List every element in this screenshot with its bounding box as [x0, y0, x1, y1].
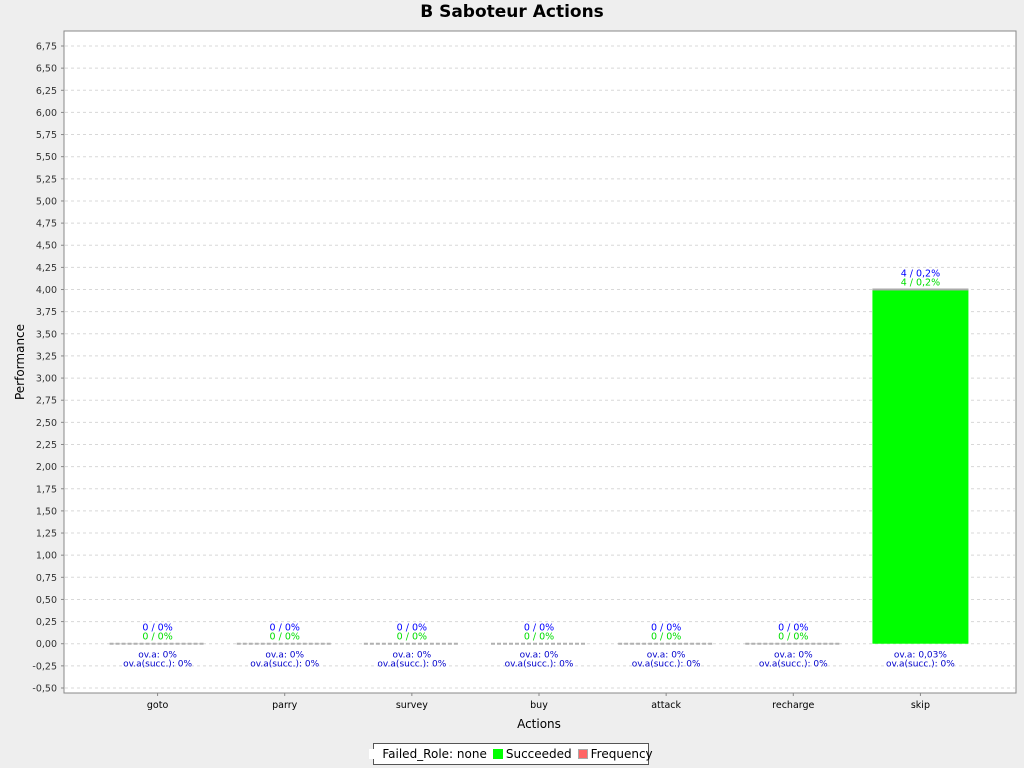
annotation-overall-succ: ov.a(succ.): 0%: [123, 660, 192, 670]
annotation-overall-succ: ov.a(succ.): 0%: [505, 660, 574, 670]
legend-item-frequency: Frequency: [577, 747, 653, 761]
x-tick-label: goto: [147, 700, 169, 711]
annotation-overall-succ: ov.a(succ.): 0%: [886, 660, 955, 670]
plot-border: [63, 30, 1017, 694]
legend: Failed_Role: none Succeeded Frequency: [369, 743, 653, 765]
y-tick-label: 0,25: [36, 617, 57, 628]
annotation-overall: ov.a: 0%: [138, 651, 177, 661]
y-tick-label: 0,00: [36, 639, 57, 650]
label-succeeded: 0 / 0%: [778, 632, 808, 643]
y-tick-label: 3,50: [36, 329, 57, 340]
annotation-overall: ov.a: 0%: [393, 651, 432, 661]
y-tick-label: 5,25: [36, 174, 57, 185]
annotation-overall-succ: ov.a(succ.): 0%: [759, 660, 828, 670]
y-tick-label: 3,75: [36, 307, 57, 318]
y-tick-label: 5,75: [36, 130, 57, 141]
x-tick-label: attack: [651, 700, 681, 711]
label-frequency: 0 / 0%: [270, 623, 300, 634]
label-frequency: 0 / 0%: [142, 623, 172, 634]
label-succeeded: 0 / 0%: [524, 632, 554, 643]
y-tick-label: 4,50: [36, 241, 57, 252]
legend-swatch-succeeded: [492, 749, 503, 759]
y-tick-label: 0,50: [36, 595, 57, 606]
y-tick-label: 0,75: [36, 573, 57, 584]
x-tick-label: survey: [396, 700, 428, 711]
y-tick-label: 6,50: [36, 64, 57, 75]
annotation-overall: ov.a: 0%: [774, 651, 813, 661]
y-tick-label: 2,25: [36, 440, 57, 451]
legend-item-failed-role: Failed_Role: none: [369, 747, 487, 761]
y-tick-label: 6,00: [36, 108, 57, 119]
y-tick-label: 1,00: [36, 551, 57, 562]
x-axis-label: Actions: [517, 717, 561, 731]
y-axis: -0,50 -0,25 0,00 0,25 0,50 0,75 1,00 1,25 1,50 1,…: [32, 42, 64, 695]
y-tick-label: 1,75: [36, 484, 57, 495]
annotation-overall: ov.a: 0%: [520, 651, 559, 661]
y-axis-label: Performance: [13, 324, 27, 400]
bars: [109, 288, 969, 645]
chart-title: B Saboteur Actions: [420, 2, 604, 22]
legend-label-frequency: Frequency: [590, 747, 653, 761]
label-frequency: 0 / 0%: [778, 623, 808, 634]
label-frequency: 0 / 0%: [397, 623, 427, 634]
y-tick-label: -0,25: [32, 661, 57, 672]
data-labels: 0 / 0%0 / 0%ov.a: 0%ov.a(succ.): 0%0 / 0…: [123, 269, 955, 670]
y-tick-label: 2,50: [36, 418, 57, 429]
annotation-overall-succ: ov.a(succ.): 0%: [250, 660, 319, 670]
x-tick-label: skip: [911, 700, 930, 711]
y-tick-label: 4,75: [36, 219, 57, 230]
y-tick-label: 1,25: [36, 529, 57, 540]
legend-swatch-failed-role: [369, 749, 380, 759]
y-tick-label: 5,00: [36, 196, 57, 207]
y-tick-label: 2,00: [36, 462, 57, 473]
y-tick-label: 2,75: [36, 396, 57, 407]
grid-lines: [65, 45, 1015, 689]
legend-label-failed-role: Failed_Role: none: [382, 747, 487, 761]
y-tick-label: 1,50: [36, 506, 57, 517]
x-tick-label: parry: [272, 700, 297, 711]
label-succeeded: 0 / 0%: [142, 632, 172, 643]
y-tick-label: 3,25: [36, 351, 57, 362]
label-succeeded: 0 / 0%: [397, 632, 427, 643]
legend-label-succeeded: Succeeded: [505, 747, 572, 761]
label-succeeded: 0 / 0%: [270, 632, 300, 643]
annotation-overall-succ: ov.a(succ.): 0%: [632, 660, 701, 670]
y-tick-label: -0,50: [32, 684, 57, 695]
legend-swatch-frequency: [577, 749, 588, 759]
y-tick-label: 4,25: [36, 263, 57, 274]
x-tick-label: buy: [530, 700, 548, 711]
y-tick-label: 3,00: [36, 374, 57, 385]
y-tick-label: 4,00: [36, 285, 57, 296]
bar-succeeded: [872, 289, 969, 644]
label-succeeded: 4 / 0,2%: [901, 278, 940, 289]
x-axis: goto parry survey buy attack recharge skip: [147, 693, 930, 711]
plot-background: [64, 31, 1016, 693]
annotation-overall: ov.a: 0,03%: [894, 651, 947, 661]
y-tick-label: 5,50: [36, 152, 57, 163]
annotation-overall: ov.a: 0%: [647, 651, 686, 661]
label-frequency: 0 / 0%: [651, 623, 681, 634]
annotation-overall-succ: ov.a(succ.): 0%: [377, 660, 446, 670]
y-tick-label: 6,25: [36, 86, 57, 97]
annotation-overall: ov.a: 0%: [265, 651, 304, 661]
x-tick-label: recharge: [772, 700, 814, 711]
label-frequency: 0 / 0%: [524, 623, 554, 634]
legend-item-succeeded: Succeeded: [492, 747, 572, 761]
label-succeeded: 0 / 0%: [651, 632, 681, 643]
label-frequency: 4 / 0,2%: [901, 269, 940, 280]
y-tick-label: 6,75: [36, 42, 57, 53]
